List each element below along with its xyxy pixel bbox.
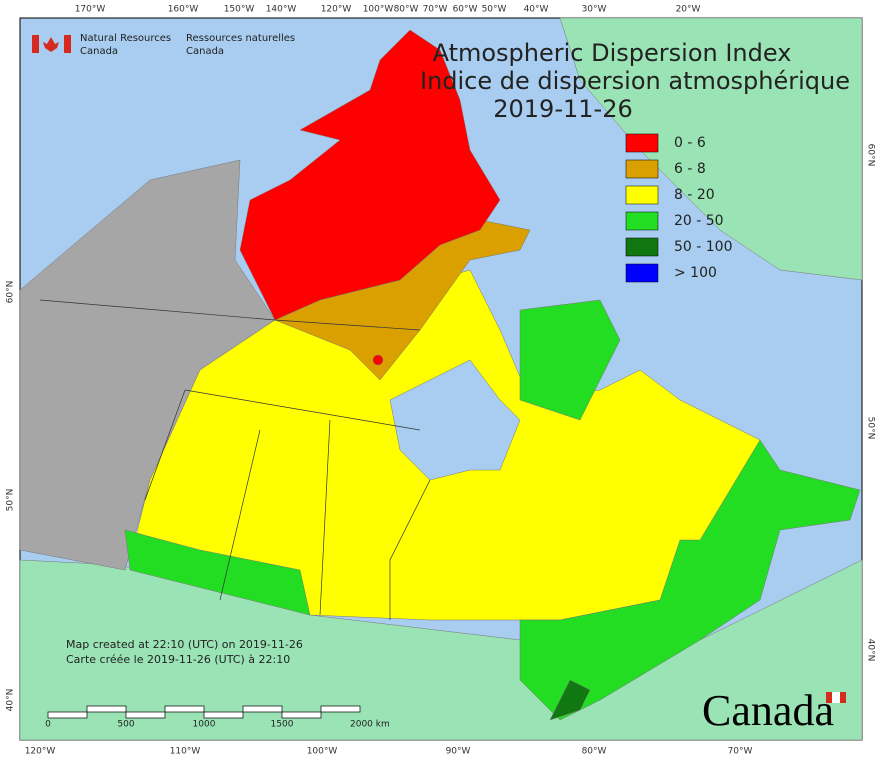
longitude-label: 140°W	[266, 5, 297, 15]
longitude-label: 70°W	[423, 5, 448, 15]
org-name-en: Natural Resources	[80, 33, 171, 44]
flag-bar	[64, 35, 71, 53]
green-prairies	[124, 529, 311, 616]
boundary	[184, 389, 421, 431]
boundary	[319, 419, 331, 616]
hudson-bay	[389, 359, 521, 481]
longitude-label: 20°W	[676, 5, 701, 15]
longitude-label: 120°W	[321, 5, 352, 15]
longitude-label: 30°W	[582, 5, 607, 15]
org-name-fr: Canada	[186, 46, 224, 57]
scale-segment	[86, 705, 127, 713]
latitude-label: 60°N	[6, 281, 16, 304]
scale-label: 500	[117, 720, 134, 730]
scale-segment	[242, 705, 283, 713]
longitude-label: 60°W	[453, 5, 478, 15]
longitude-label: 50°W	[482, 5, 507, 15]
boundary	[39, 299, 421, 331]
org-name-en: Canada	[80, 46, 118, 57]
legend-swatch	[625, 133, 659, 153]
red-spot	[372, 354, 384, 366]
boundary	[144, 389, 186, 501]
longitude-label: 80°W	[394, 5, 419, 15]
wordmark: Canada	[702, 686, 834, 735]
latitude-label: 40°N	[6, 689, 16, 712]
legend-label: 6 - 8	[674, 161, 706, 177]
flag-bar	[32, 35, 39, 53]
map-title: Indice de dispersion atmosphérique	[420, 67, 850, 95]
scale-segment	[281, 711, 322, 719]
red-zone	[239, 29, 501, 321]
boundary	[219, 429, 261, 601]
longitude-label: 100°W	[363, 5, 394, 15]
dark-green-ontario	[549, 679, 591, 721]
wordmark-flag-white	[832, 692, 840, 703]
legend-swatch	[625, 159, 659, 179]
scale-label: 1000	[193, 720, 216, 730]
legend-label: 0 - 6	[674, 135, 706, 151]
boundaries	[39, 299, 431, 620]
flag-leaf	[43, 37, 59, 52]
boundary	[389, 479, 431, 620]
scale-segment	[203, 711, 244, 719]
legend-swatch	[625, 185, 659, 205]
scale-label: 0	[45, 720, 51, 730]
map-note: Carte créée le 2019-11-26 (UTC) à 22:10	[66, 653, 290, 666]
legend-label: > 100	[674, 265, 717, 281]
scale-segment	[320, 705, 361, 713]
scale-segment	[47, 711, 88, 719]
map-title: 2019-11-26	[493, 95, 632, 123]
legend-swatch	[625, 263, 659, 283]
longitude-label: 80°W	[582, 747, 607, 757]
latitude-label: 50°N	[866, 417, 876, 440]
map-title: Atmospheric Dispersion Index	[433, 39, 792, 67]
scale-segment	[125, 711, 166, 719]
legend-swatch	[625, 237, 659, 257]
longitude-label: 170°W	[75, 5, 106, 15]
green-north-quebec	[519, 299, 621, 421]
longitude-label: 70°W	[728, 747, 753, 757]
greenland	[559, 17, 863, 281]
scale-label: 1500	[271, 720, 294, 730]
longitude-label: 100°W	[307, 747, 338, 757]
legend-swatch	[625, 211, 659, 231]
land	[19, 17, 863, 741]
longitude-label: 40°W	[524, 5, 549, 15]
latitude-label: 40°N	[866, 639, 876, 662]
longitude-label: 160°W	[168, 5, 199, 15]
scale-label: 2000 km	[350, 720, 390, 730]
longitude-label: 120°W	[25, 747, 56, 757]
latitude-label: 50°N	[6, 489, 16, 512]
map-note: Map created at 22:10 (UTC) on 2019-11-26	[66, 638, 303, 651]
longitude-label: 150°W	[224, 5, 255, 15]
latitude-label: 60°N	[866, 144, 876, 167]
org-name-fr: Ressources naturelles	[186, 33, 295, 44]
longitude-label: 110°W	[170, 747, 201, 757]
legend-label: 50 - 100	[674, 239, 733, 255]
legend-label: 8 - 20	[674, 187, 715, 203]
longitude-label: 90°W	[446, 747, 471, 757]
legend-label: 20 - 50	[674, 213, 724, 229]
scale-segment	[164, 705, 205, 713]
